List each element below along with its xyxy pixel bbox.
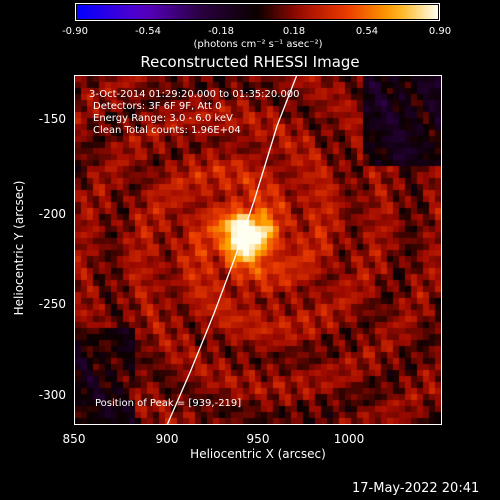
x-tick-label: 850 xyxy=(62,432,86,446)
colorbar-tick-label: -0.18 xyxy=(208,26,234,37)
plot-title: Reconstructed RHESSI Image xyxy=(140,53,360,71)
plot-area: 3-Oct-2014 01:29:20.000 to 01:35:20.000 … xyxy=(74,75,442,425)
info-clean-counts: Clean Total counts: 1.96E+04 xyxy=(93,125,241,136)
y-tick-label: -300 xyxy=(38,388,66,402)
colorbar-tick-label: 0.18 xyxy=(282,26,306,37)
x-tick-label: 950 xyxy=(246,432,270,446)
colorbar-units-label: (photons cm⁻² s⁻¹ asec⁻²) xyxy=(193,39,323,50)
solar-limb-curve xyxy=(166,76,298,424)
colorbar-tick-label: 0.90 xyxy=(428,26,452,37)
x-axis-label: Heliocentric X (arcsec) xyxy=(190,447,326,461)
colorbar-tick-label: -0.54 xyxy=(135,26,161,37)
y-axis-label: Heliocentric Y (arcsec) xyxy=(12,180,26,316)
colorbar-gradient xyxy=(77,5,438,19)
timestamp: 17-May-2022 20:41 xyxy=(352,481,480,496)
info-peak-position: Position of Peak = [939,-219] xyxy=(95,398,242,409)
y-tick-label: -150 xyxy=(38,112,66,126)
colorbar xyxy=(75,3,440,21)
colorbar-tick-label: 0.54 xyxy=(355,26,379,37)
info-time-range: 3-Oct-2014 01:29:20.000 to 01:35:20.000 xyxy=(89,89,300,100)
x-tick-label: 1000 xyxy=(333,432,365,446)
y-tick-label: -250 xyxy=(38,297,66,311)
info-detectors: Detectors: 3F 6F 9F, Att 0 xyxy=(93,101,222,112)
solar-limb-svg xyxy=(166,76,298,424)
info-energy-range: Energy Range: 3.0 - 6.0 keV xyxy=(93,113,233,124)
heatmap-image xyxy=(75,76,441,424)
colorbar-tick-label: -0.90 xyxy=(62,26,88,37)
x-tick-label: 900 xyxy=(155,432,179,446)
y-tick-label: -200 xyxy=(38,207,66,221)
